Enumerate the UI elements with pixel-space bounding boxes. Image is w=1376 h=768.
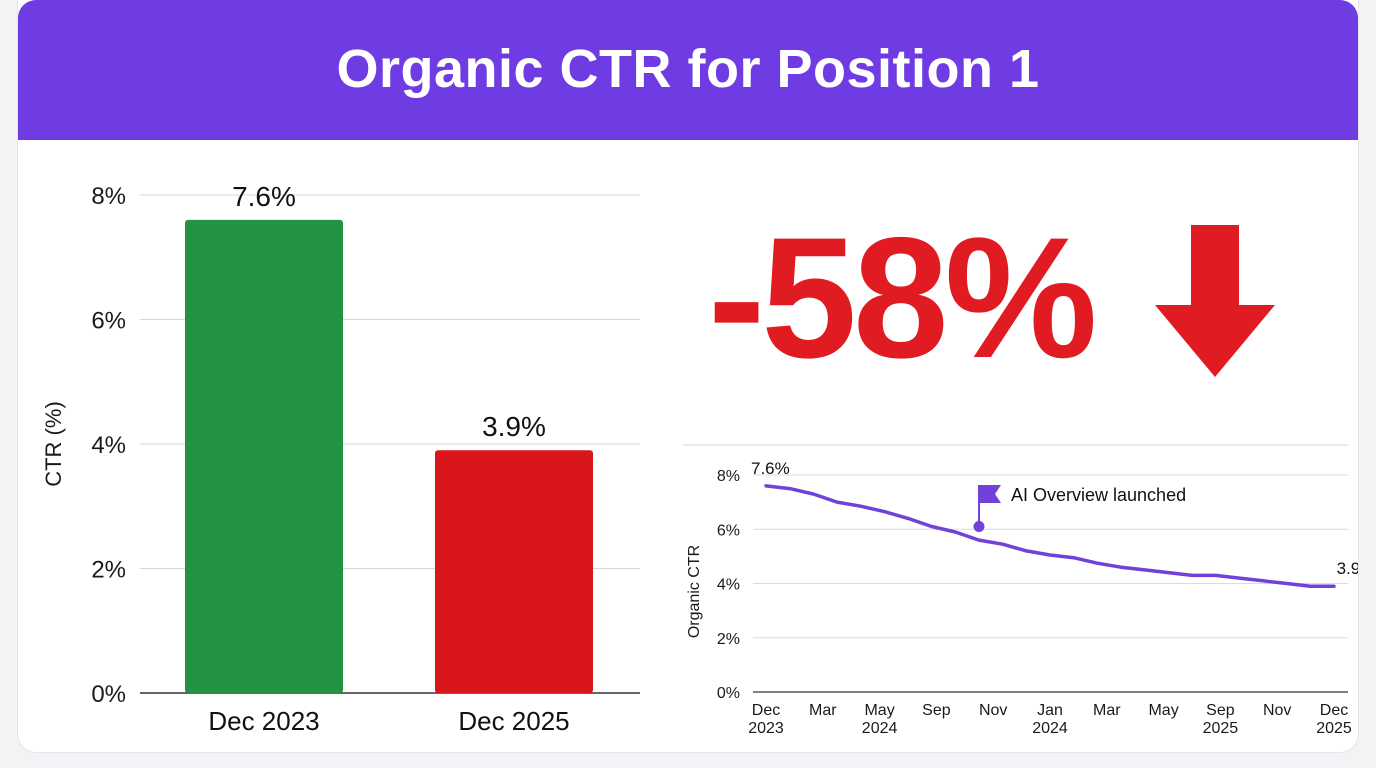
arrow-down-icon: [1155, 225, 1275, 377]
x-tick-year-label: 2025: [1316, 720, 1352, 737]
x-tick-label: Mar: [809, 702, 837, 719]
y-tick-label: 8%: [717, 468, 740, 485]
y-axis-title: Organic CTR: [686, 545, 703, 638]
x-tick-label: Sep: [922, 702, 951, 719]
y-tick-label: 2%: [717, 631, 740, 648]
annotation-label: AI Overview launched: [1011, 485, 1186, 505]
x-tick-year-label: 2024: [1032, 720, 1068, 737]
x-tick-label: May: [1148, 702, 1178, 719]
flag-icon: [979, 485, 1001, 503]
x-tick-label: Nov: [979, 702, 1007, 719]
y-tick-label: 4%: [717, 577, 740, 594]
bar-chart: 0% 2% 4% 6% 8% CTR (%) 7.6% Dec 2023 3.9% Dec 202…: [41, 181, 640, 736]
y-tick-label: 6%: [717, 522, 740, 539]
bar-value-label: 3.9%: [482, 411, 546, 442]
annotation-marker: [973, 521, 985, 533]
start-value-label: 7.6%: [751, 459, 790, 478]
y-tick-label: 8%: [91, 183, 126, 210]
y-tick-label: 2%: [91, 557, 126, 584]
x-tick-year-label: 2024: [862, 720, 898, 737]
y-tick-label: 6%: [91, 308, 126, 335]
x-tick-label: Dec: [1320, 702, 1348, 719]
bar: [435, 450, 593, 693]
x-tick-label: May: [864, 702, 894, 719]
end-value-label: 3.9%: [1337, 559, 1358, 578]
page-title: Organic CTR for Position 1: [336, 39, 1040, 99]
y-tick-label: 0%: [91, 681, 126, 708]
title-banner: [18, 0, 1358, 140]
change-percentage: -58%: [708, 202, 1098, 394]
x-tick-label: Dec 2025: [458, 706, 569, 736]
x-tick-label: Sep: [1206, 702, 1235, 719]
bar: [185, 219, 343, 693]
x-tick-label: Dec 2023: [208, 706, 319, 736]
x-tick-label: Jan: [1037, 702, 1063, 719]
x-tick-year-label: 2023: [748, 720, 784, 737]
series-line: [764, 484, 1336, 588]
y-tick-label: 0%: [717, 685, 740, 702]
y-axis-title: CTR (%): [41, 401, 66, 487]
x-tick-label: Mar: [1093, 702, 1121, 719]
y-tick-label: 4%: [91, 432, 126, 459]
x-tick-year-label: 2025: [1203, 720, 1239, 737]
chart-card: Organic CTR for Position 1 0% 2% 4% 6% 8% CTR…: [18, 0, 1358, 752]
x-tick-label: Nov: [1263, 702, 1291, 719]
bar-value-label: 7.6%: [232, 181, 296, 212]
x-tick-label: Dec: [752, 702, 780, 719]
